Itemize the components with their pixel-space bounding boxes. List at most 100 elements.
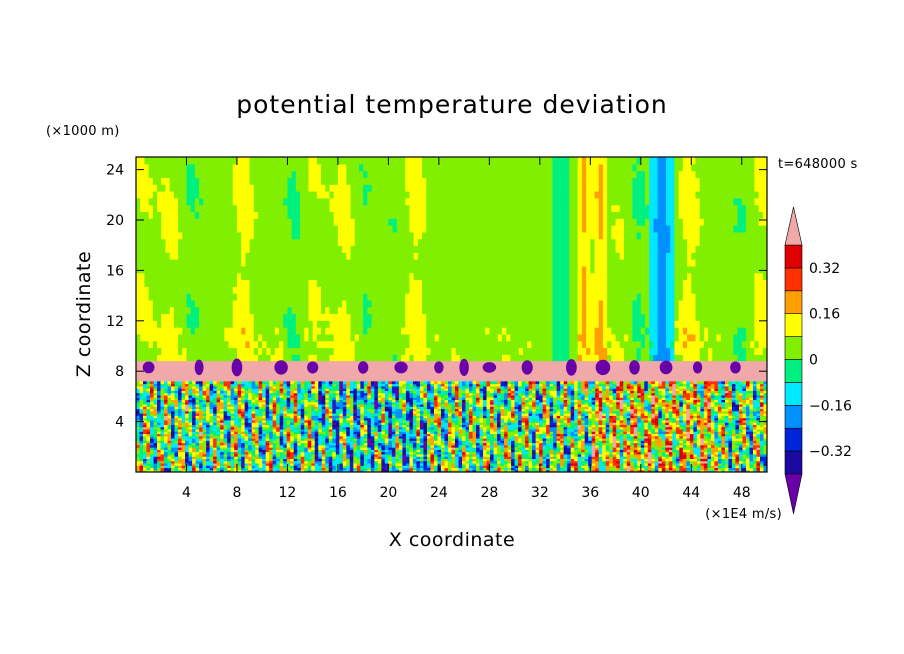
contour-cell: [703, 347, 709, 355]
contour-cell: [165, 238, 171, 247]
contour-cell: [150, 408, 155, 412]
contour-cell: [413, 320, 419, 328]
contour-cell: [586, 238, 591, 247]
contour-cell: [615, 177, 621, 185]
contour-cell: [468, 177, 474, 185]
contour-cell: [186, 252, 192, 260]
contour-cell: [379, 157, 385, 165]
contour-cell: [577, 340, 583, 349]
contour-cell: [392, 354, 398, 362]
contour-cell: [232, 347, 238, 355]
contour-cell: [194, 252, 200, 260]
contour-cell: [598, 225, 604, 233]
contour-cell: [518, 245, 524, 253]
contour-cell: [140, 170, 146, 179]
contour-cell: [653, 279, 659, 287]
contour-cell: [750, 211, 755, 219]
contour-cell: [493, 170, 499, 179]
contour-cell: [434, 354, 440, 362]
contour-cell: [670, 225, 676, 233]
contour-cell: [602, 293, 608, 301]
contour-cell: [354, 225, 360, 233]
contour-cell: [699, 177, 705, 185]
contour-cell: [215, 279, 221, 287]
contour-cell: [691, 347, 697, 355]
contour-cell: [401, 204, 406, 213]
contour-cell: [401, 245, 406, 253]
contour-cell: [363, 265, 368, 274]
contour-cell: [691, 313, 697, 321]
contour-cell: [649, 340, 655, 349]
contour-cell: [594, 163, 600, 172]
contour-cell: [430, 347, 436, 355]
contour-cell: [241, 306, 246, 315]
contour-cell: [691, 157, 697, 165]
contour-cell: [194, 211, 200, 219]
contour-cell: [232, 299, 238, 308]
contour-cell: [308, 163, 314, 172]
contour-cell: [371, 177, 377, 185]
contour-cell: [211, 272, 217, 281]
contour-cell: [266, 218, 272, 226]
contour-cell: [401, 333, 406, 342]
contour-cell: [186, 259, 192, 267]
contour-cell: [489, 225, 495, 233]
contour-cell: [417, 157, 423, 165]
contour-cell: [459, 340, 465, 349]
contour-cell: [459, 204, 465, 213]
contour-cell: [367, 184, 373, 192]
contour-cell: [649, 279, 655, 287]
contour-cell: [581, 306, 587, 315]
contour-cell: [531, 286, 537, 294]
contour-cell: [144, 177, 150, 185]
contour-cell: [203, 225, 209, 233]
contour-cell: [136, 447, 141, 450]
contour-cell: [598, 306, 604, 315]
contour-cell: [548, 259, 554, 267]
contour-cell: [367, 299, 373, 308]
contour-cell: [619, 259, 625, 267]
contour-cell: [143, 456, 148, 459]
contour-cell: [207, 306, 213, 315]
contour-cell: [459, 272, 465, 281]
contour-cell: [253, 286, 259, 294]
contour-cell: [451, 354, 457, 362]
contour-cell: [430, 252, 436, 260]
contour-cell: [712, 327, 718, 335]
contour-cell: [468, 313, 474, 321]
contour-cell: [615, 218, 621, 226]
contour-cell: [649, 157, 655, 165]
contour-cell: [283, 340, 289, 349]
contour-cell: [745, 163, 751, 172]
contour-cell: [720, 265, 726, 274]
contour-cell: [523, 184, 528, 192]
contour-cell: [167, 408, 172, 412]
contour-cell: [169, 252, 175, 260]
contour-cell: [396, 218, 402, 226]
contour-cell: [153, 424, 158, 428]
contour-cell: [228, 245, 234, 253]
contour-cell: [249, 354, 255, 362]
contour-cell: [388, 306, 394, 315]
contour-cell: [144, 163, 150, 172]
contour-cell: [144, 170, 150, 179]
contour-cell: [447, 306, 453, 315]
contour-cell: [682, 279, 688, 287]
contour-cell: [712, 279, 718, 287]
contour-cell: [388, 225, 394, 233]
contour-cell: [518, 231, 524, 240]
contour-cell: [174, 410, 179, 414]
contour-cell: [136, 320, 141, 328]
contour-cell: [527, 211, 533, 219]
contour-cell: [451, 259, 457, 267]
contour-cell: [396, 245, 402, 253]
contour-cell: [438, 333, 444, 342]
contour-cell: [619, 191, 625, 199]
contour-cell: [640, 170, 646, 179]
contour-cell: [401, 272, 406, 281]
contour-cell: [279, 259, 284, 267]
contour-cell: [249, 177, 255, 185]
contour-cell: [565, 286, 570, 294]
contour-cell: [295, 191, 301, 199]
contour-cell: [220, 306, 225, 315]
